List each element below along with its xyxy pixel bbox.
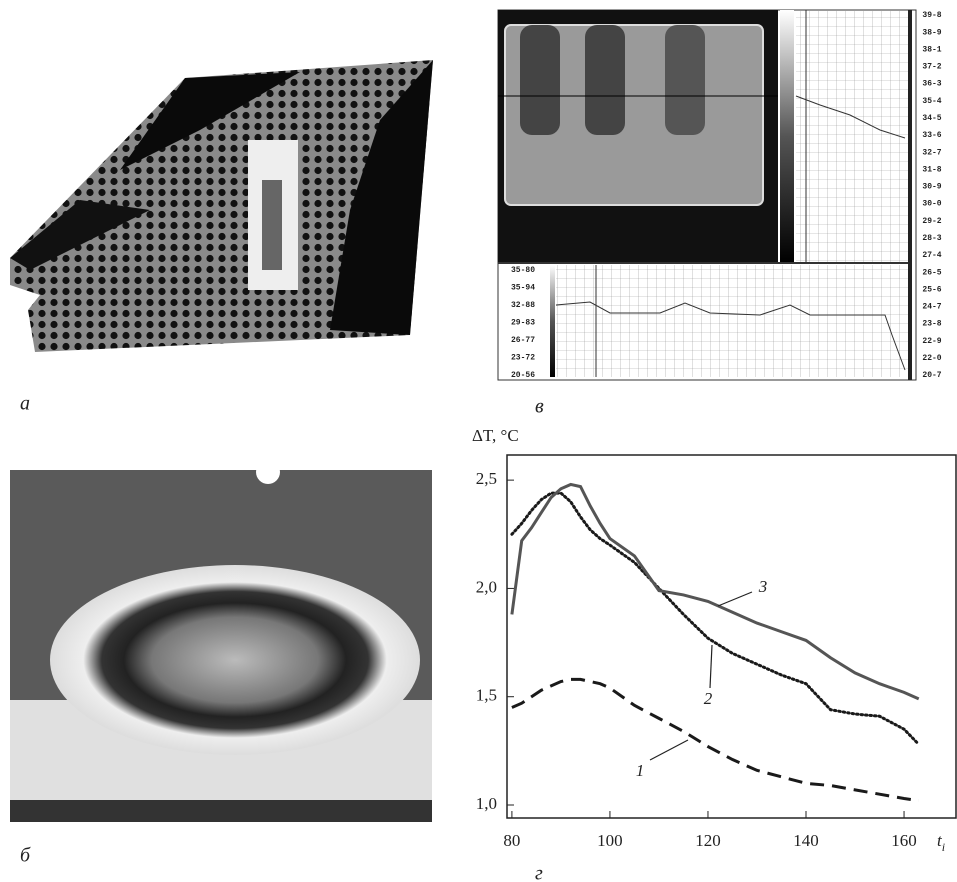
- thermogram-a: [10, 60, 433, 352]
- x-axis-label: ti: [937, 831, 945, 854]
- scale-label: 29-2: [922, 217, 941, 226]
- scale-label: 24-7: [922, 303, 941, 312]
- leader-line: [717, 591, 753, 607]
- y-tick-label: 1,0: [476, 794, 497, 813]
- x-tick-label: 140: [793, 831, 819, 850]
- scale-label: 26-5: [922, 268, 941, 277]
- scale-label: 35-80: [511, 266, 535, 275]
- series-label: 3: [758, 577, 768, 596]
- series-line: [511, 677, 919, 803]
- panel-label: в: [535, 396, 544, 418]
- scale-label: 32-7: [922, 148, 941, 157]
- scale-label: 36-3: [922, 80, 941, 89]
- x-tick-label: 80: [503, 831, 520, 850]
- x-tick-label: 120: [695, 831, 721, 850]
- plot-frame: [506, 454, 957, 819]
- scale-label: 35-4: [922, 97, 941, 106]
- x-axis-label-main: t: [937, 831, 943, 850]
- thermogram-b: [10, 460, 432, 822]
- scale-label: 26-77: [511, 336, 535, 345]
- series-line: [510, 491, 921, 746]
- scale-label: 33-6: [922, 131, 941, 140]
- panel-label: г: [535, 863, 543, 882]
- x-tick-label: 160: [891, 831, 917, 850]
- series-label: 1: [636, 761, 645, 780]
- y-tick-label: 2,5: [476, 469, 497, 488]
- scale-label: 38-1: [922, 45, 941, 54]
- panel-label: б: [20, 845, 31, 867]
- y-tick-label: 1,5: [476, 686, 497, 705]
- leader-line: [649, 739, 689, 761]
- y-tick-label: 2,0: [476, 577, 497, 596]
- x-axis-label-sub: i: [942, 840, 945, 854]
- leader-line: [709, 644, 713, 689]
- scale-label: 25-6: [922, 285, 941, 294]
- scale-label: 23-72: [511, 354, 535, 363]
- scale-label: 31-8: [922, 165, 941, 174]
- scale-label: 38-9: [922, 28, 941, 37]
- scale-label: 28-3: [922, 234, 941, 243]
- scale-label: 22-0: [922, 354, 941, 363]
- scale-label: 20-7: [922, 371, 941, 380]
- scale-label: 22-9: [922, 337, 941, 346]
- scale-label: 32-88: [511, 301, 535, 310]
- series-label: 2: [704, 689, 713, 708]
- panel-label: а: [20, 393, 30, 415]
- scale-label: 27-4: [922, 251, 941, 260]
- scale-label: 37-2: [922, 63, 941, 72]
- scale-label: 29-83: [511, 319, 535, 328]
- scale-label: 23-8: [922, 320, 941, 329]
- series-line: [510, 482, 920, 701]
- scale-label: 20-56: [511, 371, 535, 380]
- scale-label: 34-5: [922, 114, 941, 123]
- scale-label: 35-94: [511, 284, 535, 293]
- scale-label: 39-8: [922, 11, 941, 20]
- x-tick-label: 100: [597, 831, 623, 850]
- scale-label: 30-9: [922, 183, 941, 192]
- scale-label: 30-0: [922, 200, 941, 209]
- thermogram-v: [497, 9, 917, 381]
- y-axis-label: ΔT, °C: [472, 426, 519, 445]
